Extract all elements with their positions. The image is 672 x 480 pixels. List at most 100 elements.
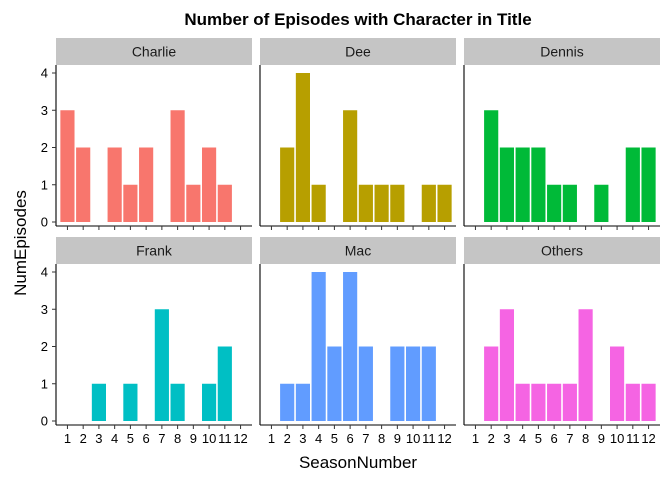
facet-charlie: Charlie 0 1 2 3 4 bbox=[41, 38, 252, 230]
bar-others-season-8 bbox=[578, 309, 593, 421]
x-tick-label-mac-8: 8 bbox=[378, 431, 385, 446]
bar-mac-season-11 bbox=[421, 346, 436, 421]
bar-mac-season-7 bbox=[358, 346, 373, 421]
y-tick-label-charlie-4: 4 bbox=[41, 66, 48, 81]
x-axis-title: SeasonNumber bbox=[299, 453, 417, 472]
x-tick-label-frank-10: 10 bbox=[202, 431, 216, 446]
facet-dennis: Dennis bbox=[463, 38, 660, 230]
bar-dennis-season-7 bbox=[562, 184, 577, 222]
x-tick-label-mac-11: 11 bbox=[422, 431, 436, 446]
bar-dee-season-3 bbox=[295, 73, 310, 222]
bar-frank-season-8 bbox=[170, 383, 185, 421]
strip-label-dee: Dee bbox=[345, 44, 371, 60]
bar-dennis-season-4 bbox=[515, 147, 530, 222]
bar-dee-season-11 bbox=[421, 184, 436, 222]
x-tick-label-others-3: 3 bbox=[503, 431, 510, 446]
strip-label-frank: Frank bbox=[136, 243, 173, 259]
bar-charlie-season-1 bbox=[60, 110, 75, 222]
bar-others-season-10 bbox=[610, 346, 625, 421]
bar-dennis-season-2 bbox=[484, 110, 499, 222]
strip-label-mac: Mac bbox=[345, 243, 371, 259]
x-tick-label-frank-8: 8 bbox=[174, 431, 181, 446]
x-tick-label-others-8: 8 bbox=[582, 431, 589, 446]
y-tick-label-frank-1: 1 bbox=[41, 376, 48, 391]
x-tick-label-mac-7: 7 bbox=[362, 431, 369, 446]
x-tick-label-others-10: 10 bbox=[610, 431, 624, 446]
y-axis-title: NumEpisodes bbox=[11, 190, 30, 296]
bar-mac-season-9 bbox=[390, 346, 405, 421]
bar-frank-season-5 bbox=[123, 383, 138, 421]
bar-others-season-12 bbox=[641, 383, 656, 421]
bar-mac-season-2 bbox=[280, 383, 295, 421]
strip-frank bbox=[56, 237, 252, 264]
bar-others-season-7 bbox=[562, 383, 577, 421]
strip-label-charlie: Charlie bbox=[132, 44, 177, 60]
x-tick-label-mac-9: 9 bbox=[394, 431, 401, 446]
x-tick-label-mac-3: 3 bbox=[299, 431, 306, 446]
bar-mac-season-6 bbox=[343, 272, 358, 421]
bar-frank-season-7 bbox=[154, 309, 169, 421]
bar-charlie-season-2 bbox=[76, 147, 91, 222]
bar-dennis-season-5 bbox=[531, 147, 546, 222]
bar-frank-season-3 bbox=[91, 383, 106, 421]
strip-others bbox=[464, 237, 660, 264]
x-tick-label-others-11: 11 bbox=[626, 431, 640, 446]
bar-others-season-4 bbox=[515, 383, 530, 421]
x-tick-label-frank-4: 4 bbox=[111, 431, 118, 446]
y-tick-label-frank-2: 2 bbox=[41, 339, 48, 354]
bar-others-season-11 bbox=[625, 383, 640, 421]
bar-mac-season-5 bbox=[327, 346, 342, 421]
x-tick-label-frank-9: 9 bbox=[190, 431, 197, 446]
bar-charlie-season-5 bbox=[123, 184, 138, 222]
bar-frank-season-10 bbox=[202, 383, 217, 421]
x-tick-label-others-4: 4 bbox=[519, 431, 526, 446]
bar-mac-season-10 bbox=[406, 346, 421, 421]
x-tick-label-frank-7: 7 bbox=[158, 431, 165, 446]
x-tick-label-others-2: 2 bbox=[488, 431, 495, 446]
bar-dee-season-2 bbox=[280, 147, 295, 222]
y-tick-label-charlie-2: 2 bbox=[41, 140, 48, 155]
x-tick-label-mac-5: 5 bbox=[331, 431, 338, 446]
bar-dee-season-6 bbox=[343, 110, 358, 222]
y-tick-label-charlie-3: 3 bbox=[41, 103, 48, 118]
chart-title: Number of Episodes with Character in Tit… bbox=[184, 10, 531, 29]
bar-dennis-season-9 bbox=[594, 184, 609, 222]
x-tick-label-mac-12: 12 bbox=[437, 431, 451, 446]
x-tick-label-others-12: 12 bbox=[641, 431, 655, 446]
bar-charlie-season-8 bbox=[170, 110, 185, 222]
bar-dee-season-12 bbox=[437, 184, 452, 222]
bar-charlie-season-11 bbox=[217, 184, 232, 222]
x-tick-label-frank-6: 6 bbox=[143, 431, 150, 446]
bar-others-season-3 bbox=[499, 309, 514, 421]
x-tick-label-frank-3: 3 bbox=[95, 431, 102, 446]
x-tick-label-mac-4: 4 bbox=[315, 431, 322, 446]
x-tick-label-others-6: 6 bbox=[551, 431, 558, 446]
x-tick-label-others-7: 7 bbox=[566, 431, 573, 446]
y-tick-label-frank-4: 4 bbox=[41, 265, 48, 280]
x-tick-label-mac-2: 2 bbox=[284, 431, 291, 446]
y-tick-label-frank-3: 3 bbox=[41, 302, 48, 317]
strip-dennis bbox=[464, 38, 660, 65]
y-tick-label-charlie-0: 0 bbox=[41, 215, 48, 230]
strip-dee bbox=[260, 38, 456, 65]
bar-dennis-season-6 bbox=[547, 184, 562, 222]
strip-label-dennis: Dennis bbox=[540, 44, 584, 60]
bar-others-season-2 bbox=[484, 346, 499, 421]
bar-mac-season-3 bbox=[295, 383, 310, 421]
x-tick-label-others-9: 9 bbox=[598, 431, 605, 446]
bar-charlie-season-6 bbox=[139, 147, 154, 222]
strip-label-others: Others bbox=[541, 243, 583, 259]
bar-charlie-season-9 bbox=[186, 184, 201, 222]
bar-dee-season-9 bbox=[390, 184, 405, 222]
bar-mac-season-4 bbox=[311, 272, 326, 421]
x-tick-label-frank-1: 1 bbox=[64, 431, 71, 446]
y-tick-label-frank-0: 0 bbox=[41, 414, 48, 429]
bar-dennis-season-11 bbox=[625, 147, 640, 222]
x-tick-label-frank-2: 2 bbox=[80, 431, 87, 446]
x-tick-label-others-1: 1 bbox=[472, 431, 479, 446]
bar-dennis-season-3 bbox=[499, 147, 514, 222]
